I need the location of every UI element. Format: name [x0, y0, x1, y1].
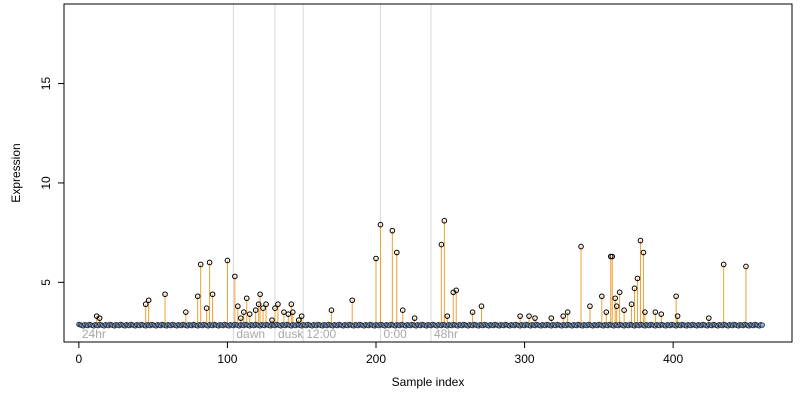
data-point: [96, 315, 103, 321]
x-tick-label: 400: [663, 352, 683, 366]
data-point: [373, 255, 379, 262]
data-point: [642, 309, 648, 315]
data-point: [252, 307, 259, 313]
data-point: [548, 315, 555, 321]
data-point: [603, 309, 610, 315]
region-label: 0:00: [383, 327, 407, 341]
data-point: [246, 311, 253, 317]
baseline-point: [759, 322, 765, 328]
y-axis-title: Expression: [9, 143, 23, 202]
data-point: [272, 305, 278, 312]
data-point: [631, 285, 638, 292]
x-tick-label: 300: [515, 352, 535, 366]
data-point: [743, 263, 749, 270]
data-point: [290, 309, 296, 315]
data-point: [706, 315, 712, 321]
data-point: [394, 249, 400, 256]
data-point: [235, 303, 241, 310]
data-point: [640, 249, 647, 256]
data-point: [224, 257, 231, 264]
region-label: 12:00: [306, 327, 336, 341]
data-point: [269, 317, 275, 323]
data-point: [243, 295, 250, 302]
data-point: [658, 311, 665, 317]
data-point: [621, 307, 627, 313]
data-point: [263, 301, 269, 308]
region-label: dusk: [278, 327, 304, 341]
data-point: [612, 295, 619, 302]
data-point: [517, 313, 523, 319]
data-point: [609, 253, 616, 260]
region-label: 24hr: [82, 327, 106, 341]
data-point: [444, 313, 451, 319]
data-point: [616, 289, 623, 296]
y-tick-label: 5: [39, 279, 53, 286]
x-tick-label: 100: [217, 352, 237, 366]
baseline-points: [76, 321, 765, 329]
data-point: [142, 301, 149, 308]
data-point: [634, 275, 641, 282]
data-point: [628, 301, 635, 308]
data-point: [478, 303, 485, 310]
data-point: [411, 315, 418, 321]
data-point: [328, 307, 335, 313]
data-point: [260, 305, 266, 312]
x-axis-title: Sample index: [392, 375, 465, 389]
plot-frame: [63, 3, 793, 343]
data-point: [349, 297, 356, 304]
y-tick-label: 15: [39, 77, 53, 91]
data-point: [389, 227, 396, 234]
stems: [96, 220, 747, 326]
data-point: [441, 217, 448, 224]
x-tick-label: 200: [366, 352, 386, 366]
data-points: [93, 217, 749, 323]
data-point: [275, 301, 281, 308]
data-point: [183, 309, 189, 315]
data-point: [257, 291, 263, 298]
data-point: [288, 301, 295, 308]
region-labels: 24hr dawn dusk 12:00 0:00 48hr: [82, 327, 458, 341]
data-point: [564, 309, 571, 315]
data-point: [240, 309, 247, 315]
data-point: [281, 309, 287, 315]
data-point: [560, 313, 567, 319]
data-point: [399, 307, 406, 313]
data-point: [453, 287, 460, 294]
data-point: [673, 293, 679, 300]
data-point: [238, 315, 244, 321]
data-point: [203, 305, 210, 312]
data-point: [255, 301, 262, 308]
data-point: [285, 311, 292, 317]
region-label: 48hr: [434, 327, 458, 341]
data-point: [206, 259, 213, 266]
axes: 0 100 200 300 400 5 10 15: [39, 77, 683, 366]
region-label: dawn: [236, 327, 265, 341]
data-point: [377, 221, 384, 228]
data-point: [469, 309, 476, 315]
region-lines: [232, 4, 432, 342]
data-point: [194, 293, 201, 300]
data-point: [720, 261, 727, 268]
data-point: [532, 315, 538, 321]
data-point: [162, 291, 168, 298]
data-point: [438, 241, 445, 248]
data-point: [209, 291, 216, 298]
data-point: [578, 243, 584, 250]
data-point: [197, 261, 204, 268]
data-point: [599, 293, 605, 300]
data-point: [674, 313, 681, 319]
x-tick-label: 0: [76, 352, 83, 366]
data-point: [145, 297, 152, 304]
data-point: [587, 303, 593, 310]
data-point: [637, 237, 644, 244]
data-point: [652, 309, 659, 315]
y-tick-label: 10: [39, 176, 53, 190]
data-point: [298, 313, 305, 319]
data-point: [526, 313, 532, 319]
data-point: [613, 303, 620, 310]
data-point: [295, 317, 302, 323]
data-point: [232, 273, 238, 280]
